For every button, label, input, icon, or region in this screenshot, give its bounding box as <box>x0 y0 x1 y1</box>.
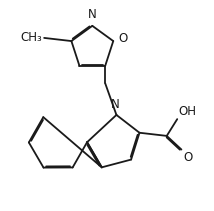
Text: O: O <box>184 151 193 164</box>
Text: N: N <box>88 8 97 21</box>
Text: OH: OH <box>178 105 196 118</box>
Text: O: O <box>119 32 128 45</box>
Text: CH₃: CH₃ <box>21 31 42 44</box>
Text: N: N <box>111 98 120 111</box>
